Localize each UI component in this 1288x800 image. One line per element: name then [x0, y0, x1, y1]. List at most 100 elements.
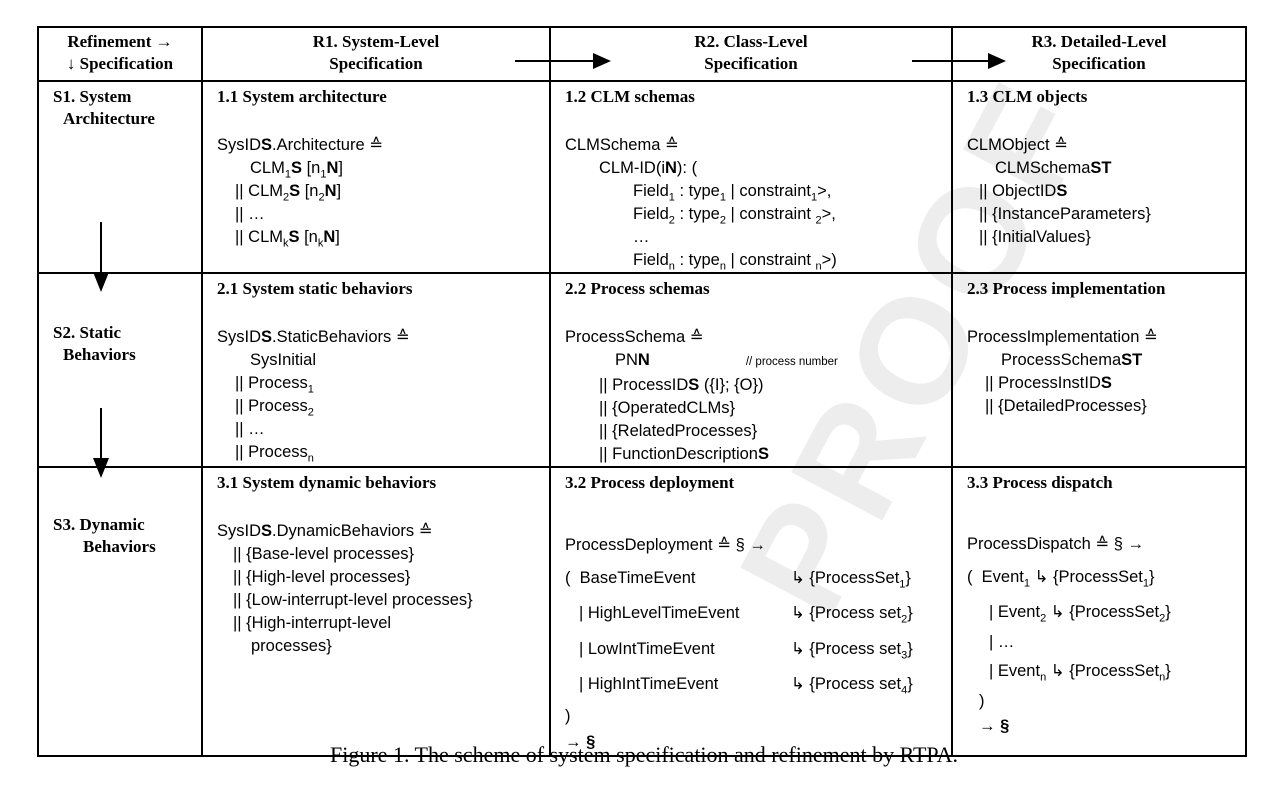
cell-3-1: 3.1 System dynamic behaviors SysIDS.Dyna…	[201, 466, 551, 757]
code-line: || Processn	[235, 443, 314, 465]
code-line: || {OperatedCLMs}	[599, 399, 736, 417]
code-line: SysIDS.DynamicBehaviors ≙	[217, 522, 433, 540]
code-line: || {Low-interrupt-level processes}	[233, 591, 473, 609]
header-r2-cell: R2. Class-Level Specification	[549, 26, 953, 82]
code-line: ( Event1 ↳ {ProcessSet1}	[967, 568, 1155, 590]
code-line: CLMSchema ≙	[565, 136, 679, 154]
code-block-3-1: SysIDS.DynamicBehaviors ≙ || {Base-level …	[217, 497, 549, 658]
row-label-s3: S3. Dynamic Behaviors	[37, 466, 203, 757]
code-line: ProcessDispatch ≙ § →	[967, 535, 1145, 553]
cell-title-2-3: 2.3 Process implementation	[967, 279, 1166, 298]
code-line: || {DetailedProcesses}	[985, 397, 1147, 415]
code-line: )	[979, 692, 985, 710]
code-line: || Process1	[235, 374, 314, 396]
arrow-right-icon	[912, 53, 1006, 69]
code-block-3-2: ProcessDeployment ≙ § → ( BaseTimeEvent ↳ …	[565, 497, 951, 755]
code-line: | Event2 ↳ {ProcessSet2}	[989, 603, 1171, 625]
header-r3-title: R3. Detailed-Level	[1031, 32, 1167, 51]
table-header-row: Refinement → ↓ Specification R1. System-…	[37, 26, 1247, 82]
cell-title-3-2: 3.2 Process deployment	[565, 473, 735, 492]
specification-table: Refinement → ↓ Specification R1. System-…	[37, 26, 1247, 757]
event-row: | HighIntTimeEvent ↳ {Process set4}	[579, 675, 913, 697]
cell-2-1: 2.1 System static behaviors SysIDS.Stati…	[201, 272, 551, 468]
code-block-2-3: ProcessImplementation ≙ ProcessSchemaST ||…	[967, 303, 1245, 418]
code-line: Fieldn : typen | constraint n>)	[633, 251, 837, 273]
code-line: SysInitial	[250, 351, 317, 369]
code-line: || CLMkS [nkN]	[235, 228, 340, 250]
row-label-s2: S2. Static Behaviors	[37, 272, 203, 468]
cell-2-3: 2.3 Process implementation ProcessImplem…	[951, 272, 1247, 468]
code-block-3-3: ProcessDispatch ≙ § → ( Event1 ↳ {Process…	[967, 497, 1245, 739]
code-line: || CLM2S [n2N]	[235, 182, 342, 204]
row-s3-title: S3. Dynamic	[53, 515, 145, 534]
header-r1-subtitle: Specification	[329, 54, 423, 73]
code-line: → §	[979, 717, 1010, 735]
cell-title-2-2: 2.2 Process schemas	[565, 279, 710, 298]
header-r1-cell: R1. System-Level Specification	[201, 26, 551, 82]
code-line: | Eventn ↳ {ProcessSetn}	[989, 662, 1171, 684]
code-line: …	[633, 228, 650, 246]
header-r2-title: R2. Class-Level	[694, 32, 808, 51]
code-line: || …	[235, 420, 265, 438]
row-s2-title: S2. Static	[53, 323, 121, 342]
header-r1-title: R1. System-Level	[312, 32, 440, 51]
corner-label-refinement: Refinement →	[67, 32, 173, 51]
code-line: → §	[565, 732, 596, 751]
cell-3-3: 3.3 Process dispatch ProcessDispatch ≙ §…	[951, 466, 1247, 757]
cell-2-2: 2.2 Process schemas ProcessSchema ≙ PNN//…	[549, 272, 953, 468]
row-s2-subtitle: Behaviors	[63, 345, 136, 364]
code-line: || {Base-level processes}	[233, 545, 415, 563]
code-line: || Process2	[235, 397, 314, 419]
code-line: || ProcessInstIDS	[985, 374, 1112, 392]
code-block-1-1: SysIDS.Architecture ≙ CLM1S [n1N] || CLM2S…	[217, 111, 549, 249]
code-line: PNN// process number	[615, 351, 838, 369]
code-line: )	[565, 706, 571, 725]
event-row: | HighLevelTimeEvent ↳ {Process set2}	[579, 604, 913, 626]
code-line: SysIDS.Architecture ≙	[217, 136, 384, 154]
figure-caption: Figure 1. The scheme of system specifica…	[330, 742, 958, 767]
cell-title-3-1: 3.1 System dynamic behaviors	[217, 473, 437, 492]
row-s3-subtitle: Behaviors	[83, 537, 156, 556]
event-row: | LowIntTimeEvent ↳ {Process set3}	[579, 639, 913, 661]
code-line: SysIDS.StaticBehaviors ≙	[217, 328, 410, 346]
cell-1-2: 1.2 CLM schemas CLMSchema ≙ CLM-ID(iN): (…	[549, 80, 953, 274]
code-line: CLM-ID(iN): (	[599, 159, 698, 177]
header-r2-subtitle: Specification	[704, 54, 798, 73]
code-line: || {InitialValues}	[979, 228, 1091, 246]
cell-3-2: 3.2 Process deployment ProcessDeployment…	[549, 466, 953, 757]
code-line: || {RelatedProcesses}	[599, 422, 758, 440]
code-line: ProcessDeployment ≙ § →	[565, 535, 766, 554]
header-r3-cell: R3. Detailed-Level Specification	[951, 26, 1247, 82]
corner-label-specification: ↓ Specification	[66, 54, 174, 73]
row-s3: S3. Dynamic Behaviors 3.1 System dynamic…	[37, 466, 1247, 757]
code-line: || {High-level processes}	[233, 568, 411, 586]
code-line: || ObjectIDS	[979, 182, 1068, 200]
cell-title-2-1: 2.1 System static behaviors	[217, 279, 413, 298]
header-r3-subtitle: Specification	[1052, 54, 1146, 73]
row-s2: S2. Static Behaviors 2.1 System static b…	[37, 272, 1247, 468]
code-line: processes}	[251, 637, 332, 655]
row-label-s1: S1. System Architecture	[37, 80, 203, 274]
code-line: CLM1S [n1N]	[250, 159, 343, 181]
row-s1: S1. System Architecture 1.1 System archi…	[37, 80, 1247, 274]
code-line: Field2 : type2 | constraint 2>,	[633, 205, 836, 227]
code-line: || {High-interrupt-level	[233, 614, 392, 632]
header-corner-cell: Refinement → ↓ Specification	[37, 26, 203, 82]
row-s1-title: S1. System	[53, 87, 132, 106]
event-row: ( BaseTimeEvent ↳ {ProcessSet1}	[565, 568, 911, 590]
code-line: | …	[989, 633, 1015, 651]
arrow-right-icon	[515, 53, 611, 69]
cell-title-1-1: 1.1 System architecture	[217, 87, 387, 106]
code-line: CLMObject ≙	[967, 136, 1068, 154]
cell-1-1: 1.1 System architecture SysIDS.Architect…	[201, 80, 551, 274]
code-block-1-3: CLMObject ≙ CLMSchemaST || ObjectIDS || {In…	[967, 111, 1245, 249]
code-line: || …	[235, 205, 265, 223]
code-line: || FunctionDescriptionS	[599, 445, 769, 463]
code-line: CLMSchemaST	[995, 159, 1112, 177]
row-s1-subtitle: Architecture	[63, 109, 155, 128]
cell-title-1-2: 1.2 CLM schemas	[565, 87, 695, 106]
code-line: || ProcessIDS ({I}; {O})	[599, 376, 764, 394]
cell-title-1-3: 1.3 CLM objects	[967, 87, 1088, 106]
code-block-2-2: ProcessSchema ≙ PNN// process number || Pr…	[565, 303, 951, 466]
